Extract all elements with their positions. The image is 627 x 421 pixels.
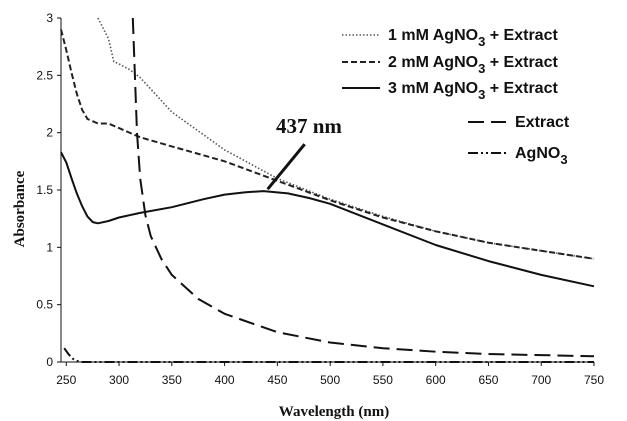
annotation-label: 437 nm [276, 114, 342, 138]
legend-label-1: 1 mM AgNO3 + Extract [388, 27, 558, 49]
y-tick-label: 3 [46, 11, 53, 25]
x-tick-label: 750 [584, 373, 604, 387]
legend-label-3: 3 mM AgNO3 + Extract [388, 80, 558, 102]
series-line-2 [60, 29, 595, 260]
x-tick-label: 600 [426, 373, 446, 387]
x-tick-label: 350 [162, 373, 182, 387]
x-tick-label: 450 [267, 373, 287, 387]
series-line-4 [131, 17, 595, 358]
x-tick-label: 300 [109, 373, 129, 387]
series-layer [60, 17, 595, 363]
y-tick-label: 1 [46, 240, 53, 254]
y-tick-label: 2.5 [36, 68, 53, 82]
legend-label-suffix: + Extract [485, 27, 558, 44]
series-line-3 [60, 151, 595, 288]
y-tick-label: 1.5 [36, 183, 53, 197]
x-tick-label: 500 [320, 373, 340, 387]
annotation: 437 nm [266, 114, 342, 191]
legend-label-suffix: + Extract [485, 80, 558, 97]
x-tick-labels: 250 300 350 400 450 500 550 600 650 700 750 [56, 362, 604, 387]
y-axis-title: Absorbance [12, 170, 28, 247]
legend-label-main: 2 mM AgNO [388, 54, 478, 71]
x-tick-label: 400 [215, 373, 235, 387]
y-tick-label: 2 [46, 126, 53, 140]
legend-label-subscript: 3 [478, 87, 485, 102]
annotation-leader-line [266, 143, 306, 191]
legend-label-suffix: + Extract [485, 54, 558, 71]
legend-label-main: AgNO [515, 145, 560, 162]
series-line-5 [63, 347, 594, 363]
legend-label-subscript: 3 [478, 34, 485, 49]
y-tick-labels: 0 0.5 1 1.5 2 2.5 3 [36, 11, 61, 369]
x-tick-label: 550 [373, 373, 393, 387]
legend-label-main: 1 mM AgNO [388, 27, 478, 44]
legend-label-4: Extract [515, 114, 570, 131]
legend-label-5: AgNO3 [515, 145, 568, 167]
legend-label-main: Extract [515, 114, 570, 131]
x-axis-title: Wavelength (nm) [279, 404, 389, 420]
x-tick-label: 700 [531, 373, 551, 387]
y-tick-label: 0 [46, 355, 53, 369]
x-tick-label: 250 [56, 373, 76, 387]
x-tick-label: 650 [478, 373, 498, 387]
legend-label-2: 2 mM AgNO3 + Extract [388, 54, 558, 76]
legend-label-subscript: 3 [560, 152, 567, 167]
legend-label-main: 3 mM AgNO [388, 80, 478, 97]
legend-label-subscript: 3 [478, 61, 485, 76]
y-tick-label: 0.5 [36, 298, 53, 312]
